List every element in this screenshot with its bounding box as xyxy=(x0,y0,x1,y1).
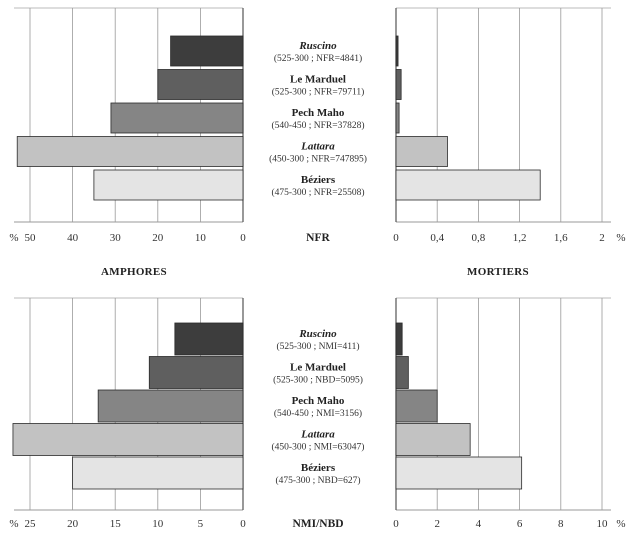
bar-bottom-right-pech-maho xyxy=(395,389,438,423)
site-meta: (450-300 ; NMI=63047) xyxy=(272,442,365,453)
tick-label: 50 xyxy=(25,232,37,244)
tick-label: 0,8 xyxy=(472,232,486,244)
bar-bottom-left-pech-maho xyxy=(97,389,244,423)
tick-label: 5 xyxy=(198,518,204,530)
site-meta: (475-300 ; NBD=627) xyxy=(275,475,360,486)
bar-top-left-lattara xyxy=(16,136,244,167)
bar-top-right-ruscino xyxy=(395,35,399,67)
bar-bottom-left-le-marduel xyxy=(148,356,244,389)
bar-bottom-right-le-marduel xyxy=(395,356,409,389)
bar-top-right-pech-maho xyxy=(395,102,400,134)
tick-label: 0,4 xyxy=(430,232,444,244)
tick-label: 2 xyxy=(434,518,440,530)
bar-bottom-right-b-ziers xyxy=(395,456,523,490)
tick-label: 0 xyxy=(393,518,399,530)
site-meta: (525-300 ; NFR=4841) xyxy=(274,53,362,64)
unit-label: % xyxy=(9,518,18,530)
site-name: Pech Maho xyxy=(292,107,345,119)
section-label-mortiers: MORTIERS xyxy=(467,266,529,278)
site-name: Pech Maho xyxy=(292,395,345,407)
tick-labels: 0 10 20 30 40 50% 0 0,4 0,8 1,2 1,6 2 % 0 5 10 15 20 25% 0 2… xyxy=(9,232,625,530)
bar-bottom-left-b-ziers xyxy=(72,456,244,490)
section-label-amphores: AMPHORES xyxy=(101,266,167,278)
site-meta: (540-450 ; NFR=37828) xyxy=(272,120,365,131)
site-name: Lattara xyxy=(300,429,335,441)
tick-label: 1,2 xyxy=(513,232,527,244)
bar-bottom-right-lattara xyxy=(395,423,471,456)
unit-label: % xyxy=(9,232,18,244)
site-name: Le Marduel xyxy=(290,362,346,374)
site-name: Béziers xyxy=(301,462,336,474)
tick-label: 0 xyxy=(240,518,246,530)
bar-top-right-lattara xyxy=(395,136,448,167)
tick-label: 6 xyxy=(517,518,523,530)
top-axis-title: NFR xyxy=(306,232,330,244)
tick-label: 20 xyxy=(67,518,79,530)
tick-label: 4 xyxy=(476,518,482,530)
tick-label: 25 xyxy=(25,518,37,530)
tick-label: 0 xyxy=(240,232,246,244)
bar-top-left-pech-maho xyxy=(110,102,244,134)
tick-label: 10 xyxy=(195,232,207,244)
site-meta: (525-300 ; NFR=79711) xyxy=(272,87,365,98)
tick-label: 10 xyxy=(152,518,164,530)
tick-label: 15 xyxy=(110,518,122,530)
bar-bottom-left-ruscino xyxy=(174,322,244,356)
site-labels: Ruscino(525-300 ; NFR=4841)Le Marduel(52… xyxy=(269,40,367,486)
tick-label: 30 xyxy=(110,232,122,244)
tick-label: 2 xyxy=(599,232,605,244)
site-meta: (450-300 ; NFR=747895) xyxy=(269,154,367,165)
site-meta: (540-450 ; NMI=3156) xyxy=(274,408,362,419)
bar-top-left-b-ziers xyxy=(93,169,244,201)
site-meta: (525-300 ; NMI=411) xyxy=(276,341,359,352)
bar-bottom-right-ruscino xyxy=(395,322,403,356)
site-name: Béziers xyxy=(301,174,336,186)
unit-label: % xyxy=(616,518,625,530)
bar-top-left-ruscino xyxy=(170,35,244,67)
tick-label: 1,6 xyxy=(554,232,568,244)
tick-label: 0 xyxy=(393,232,399,244)
site-name: Lattara xyxy=(300,141,335,153)
bar-top-right-b-ziers xyxy=(395,169,541,201)
bar-bottom-left-lattara xyxy=(12,423,244,456)
bars xyxy=(12,35,541,490)
site-meta: (525-300 ; NBD=5095) xyxy=(273,375,363,386)
site-name: Le Marduel xyxy=(290,74,346,86)
site-name: Ruscino xyxy=(298,328,337,340)
tick-label: 20 xyxy=(152,232,164,244)
site-meta: (475-300 ; NFR=25508) xyxy=(272,187,365,198)
unit-label: % xyxy=(616,232,625,244)
bar-top-left-le-marduel xyxy=(157,69,244,100)
bar-top-right-le-marduel xyxy=(395,69,402,100)
tick-label: 10 xyxy=(597,518,609,530)
tick-label: 8 xyxy=(558,518,564,530)
bottom-axis-title: NMI/NBD xyxy=(292,518,343,530)
site-name: Ruscino xyxy=(298,40,337,52)
tick-label: 40 xyxy=(67,232,79,244)
